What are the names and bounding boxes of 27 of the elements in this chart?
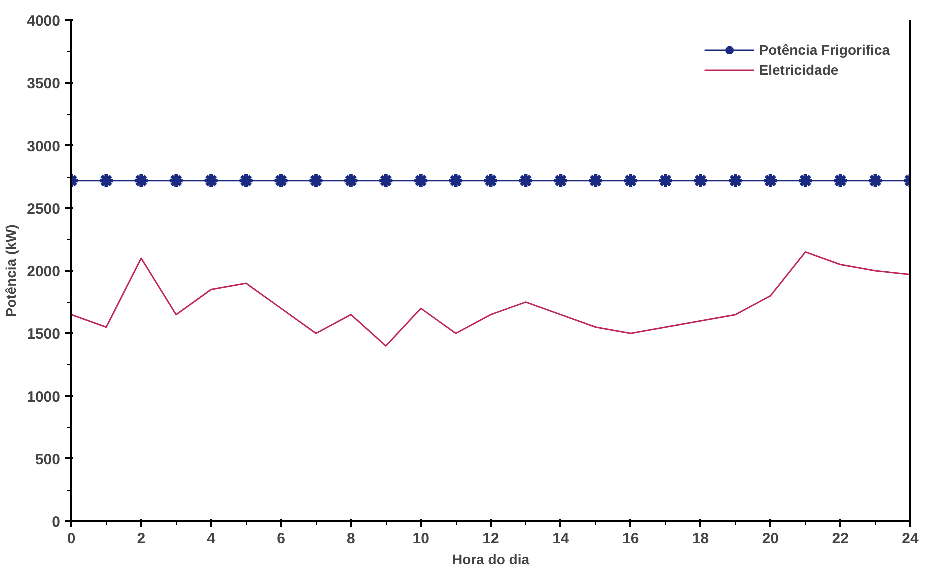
x-tick-label: 0 [67, 530, 76, 548]
y-tick-label: 500 [35, 451, 61, 468]
y-tick-label: 4000 [27, 13, 61, 30]
y-tick-label: 2500 [27, 200, 61, 218]
legend-label: Eletricidade [759, 62, 839, 78]
y-tick-label: 3500 [27, 76, 61, 93]
x-tick-label: 18 [692, 530, 710, 548]
x-tick-label: 6 [277, 530, 286, 548]
y-tick-label: 2000 [27, 264, 61, 280]
x-axis-title: Hora do dia [452, 552, 530, 568]
line-series [72, 251, 910, 347]
y-tick-label: 3000 [27, 138, 61, 156]
x-tick-label: 2 [137, 530, 146, 548]
x-tick-label: 22 [832, 530, 849, 548]
x-tick-label: 24 [902, 530, 920, 548]
legend-label: Potência Frigorifica [759, 42, 890, 58]
x-tick-label: 20 [762, 530, 780, 548]
y-tick-label: 1500 [27, 326, 61, 344]
y-tick-label: 1000 [27, 388, 61, 406]
x-tick-label: 16 [622, 530, 640, 548]
y-axis-title: Potência (kW) [3, 224, 20, 318]
x-tick-label: 14 [552, 530, 570, 548]
y-tick-label: 0 [52, 514, 60, 531]
x-tick-label: 10 [412, 530, 430, 548]
x-tick-label: 4 [207, 530, 216, 548]
x-tick-label: 8 [346, 530, 356, 548]
x-tick-label: 12 [482, 530, 500, 548]
